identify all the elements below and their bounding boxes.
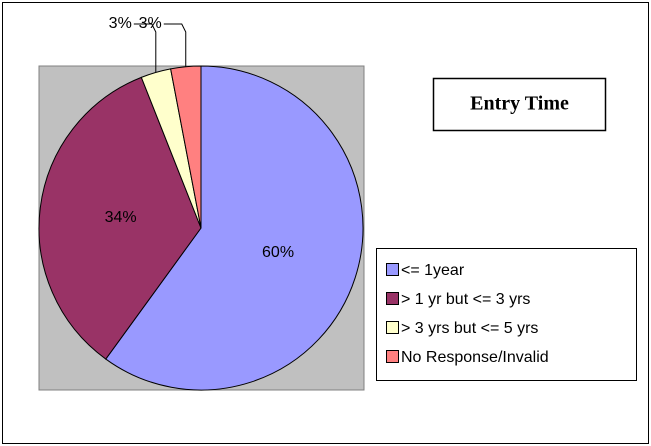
legend-swatch xyxy=(386,321,399,334)
leader-line xyxy=(163,23,187,67)
data-label: 3% xyxy=(139,15,162,32)
legend-swatch xyxy=(386,350,399,363)
pie-slice xyxy=(105,65,364,391)
legend-box xyxy=(376,248,637,381)
data-label: 3% xyxy=(109,15,132,32)
leader-line xyxy=(133,23,157,73)
legend-label: > 1 yr but <= 3 yrs xyxy=(401,291,530,308)
chart-title: Entry Time xyxy=(470,93,569,115)
legend-swatch xyxy=(386,263,399,276)
pie-slice xyxy=(170,65,202,229)
legend-label: > 3 yrs but <= 5 yrs xyxy=(401,320,538,337)
data-label: 34% xyxy=(105,209,137,226)
data-label: 60% xyxy=(262,244,294,261)
legend-label: No Response/Invalid xyxy=(401,349,549,366)
title-box xyxy=(432,77,607,132)
pie-slice xyxy=(38,76,202,360)
legend-swatch xyxy=(386,292,399,305)
legend-label: <= 1year xyxy=(401,262,465,279)
